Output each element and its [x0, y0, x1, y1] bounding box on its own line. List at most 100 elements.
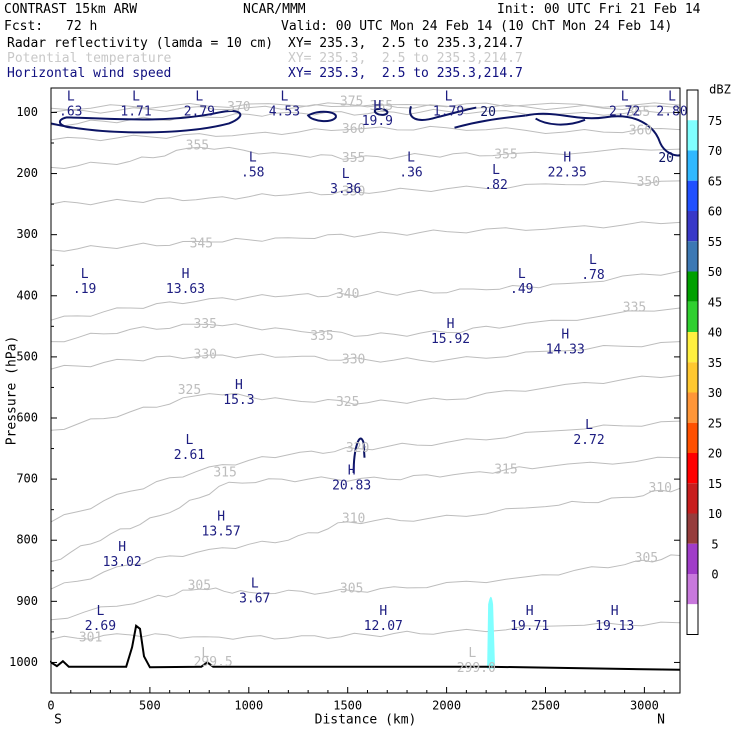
isentrope-line: [50, 341, 681, 370]
y-tick-label: 800: [16, 533, 38, 547]
wind-extremum-kind: L: [589, 253, 597, 268]
wind-extremum-kind: H: [561, 327, 569, 342]
wind-extremum-kind: H: [373, 99, 381, 114]
isentrope-line: [50, 621, 681, 640]
y-tick-label: 700: [16, 472, 38, 486]
isentrope-line: [50, 420, 681, 523]
wind-extremum-value: 15.3: [223, 393, 254, 408]
wind-speed-contour: [409, 106, 477, 121]
plot-border: [50, 87, 681, 694]
colorbar-tick-label: 40: [708, 326, 722, 340]
y-tick-label: 300: [16, 227, 38, 241]
wind-extremum-kind: H: [563, 151, 571, 166]
south-end-label: S: [54, 713, 62, 728]
wind-extremum-value: 3.67: [239, 592, 270, 607]
wind-extremum-value: 15.92: [431, 332, 470, 347]
model-title: CONTRAST 15km ARW: [4, 2, 138, 17]
isentrope-label: 355: [342, 151, 365, 166]
wind-extremum-kind: H: [379, 604, 387, 619]
wind-speed-contour: [525, 112, 681, 157]
terrain: [50, 624, 681, 671]
x-tick-label: 3000: [630, 699, 659, 713]
wind-extremum-value: 1.79: [433, 105, 464, 120]
wind-extremum-value: 14.33: [546, 342, 585, 357]
field-name-theta: Potential temperature: [7, 51, 172, 66]
y-tick-label: 900: [16, 594, 38, 608]
wind-extremum-value: 19.13: [595, 619, 634, 634]
forecast-label: Fcst:: [4, 19, 44, 34]
colorbar-tick-label: 50: [708, 265, 722, 279]
contour-labels: 375 370 365 360 360 365 355 355 355 350 350 345 340 3…: [59, 90, 688, 676]
wind-extremum-value: 20.83: [332, 479, 371, 494]
colorbar-segment: [687, 574, 698, 605]
wind-extremum-value: 13.57: [202, 524, 241, 539]
field-name-wind: Horizontal wind speed: [7, 66, 172, 81]
wind-speed-contour: [352, 437, 366, 474]
isentrope-label: 305: [340, 582, 363, 597]
colorbar-segment: [687, 483, 698, 514]
colorbar: 0 5 10 15 20 25 30 35 40 45 50 55 60 65 70 75 dBZ: [686, 83, 731, 635]
colorbar-segment: [687, 120, 698, 151]
isentrope-label: 320: [346, 441, 369, 456]
isentrope-label: 299.0: [457, 661, 496, 676]
wind-extremum-kind: L: [585, 418, 593, 433]
isentrope-line: [50, 102, 681, 111]
isentrope-label: 335: [194, 317, 217, 332]
wind-speed-contour: [50, 109, 242, 134]
wind-speed-contour: [373, 108, 389, 116]
isentrope-label: 340: [336, 287, 359, 302]
wind-extremum-value: .36: [399, 166, 422, 181]
wind-speed-contour: [306, 110, 337, 123]
wind-extremum-kind: L: [445, 90, 453, 105]
wind-extremum-value: 2.72: [609, 105, 640, 120]
colorbar-segment: [687, 241, 698, 272]
wind-extremum-kind: L: [67, 90, 75, 105]
wind-extremum-kind: H: [447, 317, 455, 332]
wind-contour-label: 20: [480, 105, 496, 120]
colorbar-segment: [687, 180, 698, 211]
colorbar-segment: [687, 301, 698, 332]
wind-extremum-value: 13.02: [103, 555, 142, 570]
wind-extremum-kind: H: [611, 604, 619, 619]
wind-extremum-kind: L: [251, 577, 259, 592]
init-time: Init: 00 UTC Fri 21 Feb 14: [497, 2, 701, 17]
wind-extremum-value: .63: [59, 105, 82, 120]
wind-extremum-value: 13.63: [166, 282, 205, 297]
wind-extremum-value: 2.79: [184, 105, 215, 120]
isentrope-label: 325: [178, 383, 201, 398]
wind-extremum-value: .78: [581, 268, 604, 283]
wind-extremum-kind: H: [217, 509, 225, 524]
colorbar-tick-label: 60: [708, 205, 722, 219]
isentrope-label: 301: [79, 631, 102, 646]
wind-contour-label: 20: [658, 151, 674, 166]
colorbar-tick-label: 70: [708, 144, 722, 158]
isentrope-label: 330: [194, 348, 217, 363]
terrain-line: [50, 624, 681, 671]
isentrope-label: 360: [629, 123, 652, 138]
isentrope-label: 310: [648, 481, 671, 496]
wind-extremum-kind: L: [668, 90, 676, 105]
y-tick-label: 400: [16, 288, 38, 302]
forecast-hour: 72 h: [66, 19, 98, 34]
x-tick-label: 0: [47, 699, 54, 713]
wind-extremum-kind: H: [182, 267, 190, 282]
colorbar-segment: [687, 604, 698, 635]
wind-extremum-kind: L: [81, 267, 89, 282]
axes: 100 200 300 400 500 600 700 800 900 1000 0 500 1000 1…: [5, 105, 680, 728]
isentrope-label: 325: [336, 395, 359, 410]
y-tick-label: 200: [16, 166, 38, 180]
isentrope-line: [50, 487, 681, 590]
isentrope-line: [50, 146, 681, 170]
isentrope-label: 305: [188, 579, 211, 594]
isentrope-label: 370: [227, 100, 250, 115]
colorbar-segment: [687, 362, 698, 393]
wind-extremum-value: 1.71: [120, 105, 151, 120]
y-tick-label: 600: [16, 411, 38, 425]
wind-extremum-kind: L: [249, 151, 257, 166]
isentrope-line: [50, 307, 681, 343]
wind-extremum-value: 3.36: [330, 182, 361, 197]
isentrope-label: 365: [370, 99, 393, 114]
colorbar-segment: [687, 392, 698, 423]
x-tick-label: 1000: [234, 699, 263, 713]
colorbar-segment: [687, 422, 698, 453]
